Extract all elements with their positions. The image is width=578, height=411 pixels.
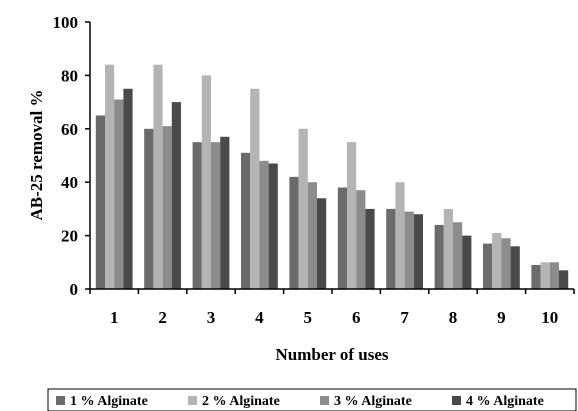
bar-4-8 xyxy=(462,235,472,289)
bar-4-2 xyxy=(171,102,181,289)
bar-1-7 xyxy=(386,208,396,289)
legend-swatch-1 xyxy=(56,396,65,405)
bar-1-10 xyxy=(531,264,541,289)
legend: 1 % Alginate 2 % Alginate 3 % Alginate 4 % … xyxy=(47,388,577,411)
y-tick-label: 20 xyxy=(61,227,78,246)
x-tick-label: 1 xyxy=(110,308,119,327)
bar-1-8 xyxy=(434,224,444,289)
bar-4-7 xyxy=(413,214,423,289)
legend-swatch-4 xyxy=(452,396,461,405)
bar-4-4 xyxy=(268,163,278,289)
x-tick-label: 5 xyxy=(304,308,313,327)
legend-swatch-3 xyxy=(320,396,329,405)
x-tick-label: 9 xyxy=(497,308,506,327)
legend-label-3: 3 % Alginate xyxy=(334,394,412,409)
bar-2-3 xyxy=(201,75,211,290)
bar-3-10 xyxy=(549,262,559,289)
bar-2-1 xyxy=(105,64,115,289)
bar-2-7 xyxy=(395,182,405,289)
y-tick-label: 100 xyxy=(53,13,79,32)
bar-4-9 xyxy=(510,246,520,289)
bar-3-9 xyxy=(501,238,511,289)
x-tick-label: 6 xyxy=(352,308,361,327)
bar-2-8 xyxy=(443,208,453,289)
legend-box xyxy=(47,388,577,411)
y-tick-label: 40 xyxy=(61,173,78,192)
bar-1-1 xyxy=(95,115,105,289)
bar-4-5 xyxy=(317,198,327,289)
y-tick-label: 0 xyxy=(70,280,79,299)
x-tick-label: 8 xyxy=(449,308,458,327)
bar-3-8 xyxy=(453,222,463,289)
bar-2-9 xyxy=(492,232,502,289)
bar-1-2 xyxy=(144,128,154,289)
x-axis-title: Number of uses xyxy=(275,345,388,364)
x-tick-label: 3 xyxy=(207,308,216,327)
x-tick-label: 10 xyxy=(541,308,558,327)
legend-label-4: 4 % Alginate xyxy=(466,394,544,409)
bar-3-7 xyxy=(404,211,414,289)
bar-1-6 xyxy=(337,187,347,289)
bar-3-6 xyxy=(356,190,366,289)
bar-2-5 xyxy=(298,128,308,289)
y-axis-title: AB-25 removal % xyxy=(27,90,46,221)
bar-3-4 xyxy=(259,160,269,289)
bar-1-5 xyxy=(289,176,299,289)
x-tick-label: 7 xyxy=(400,308,409,327)
bar-2-2 xyxy=(153,64,163,289)
bar-3-3 xyxy=(211,142,221,289)
y-tick-label: 80 xyxy=(61,66,78,85)
bar-4-10 xyxy=(559,270,569,289)
x-tick-label: 4 xyxy=(255,308,264,327)
bar-3-2 xyxy=(162,126,172,289)
bar-3-1 xyxy=(114,99,124,290)
bar-1-9 xyxy=(483,243,493,289)
bar-2-10 xyxy=(540,262,550,289)
bar-3-5 xyxy=(307,182,317,289)
bar-1-4 xyxy=(241,152,251,289)
legend-label-2: 2 % Alginate xyxy=(202,394,280,409)
bars-group xyxy=(95,64,569,290)
bar-4-6 xyxy=(365,208,375,289)
bar-2-6 xyxy=(347,142,357,289)
x-tick-label: 2 xyxy=(158,308,167,327)
bar-1-3 xyxy=(192,142,202,289)
legend-swatch-2 xyxy=(188,396,197,405)
bar-4-3 xyxy=(220,136,230,289)
legend-label-1: 1 % Alginate xyxy=(70,394,148,409)
bar-4-1 xyxy=(123,88,133,289)
bar-2-4 xyxy=(250,88,260,289)
y-tick-label: 60 xyxy=(61,120,78,139)
